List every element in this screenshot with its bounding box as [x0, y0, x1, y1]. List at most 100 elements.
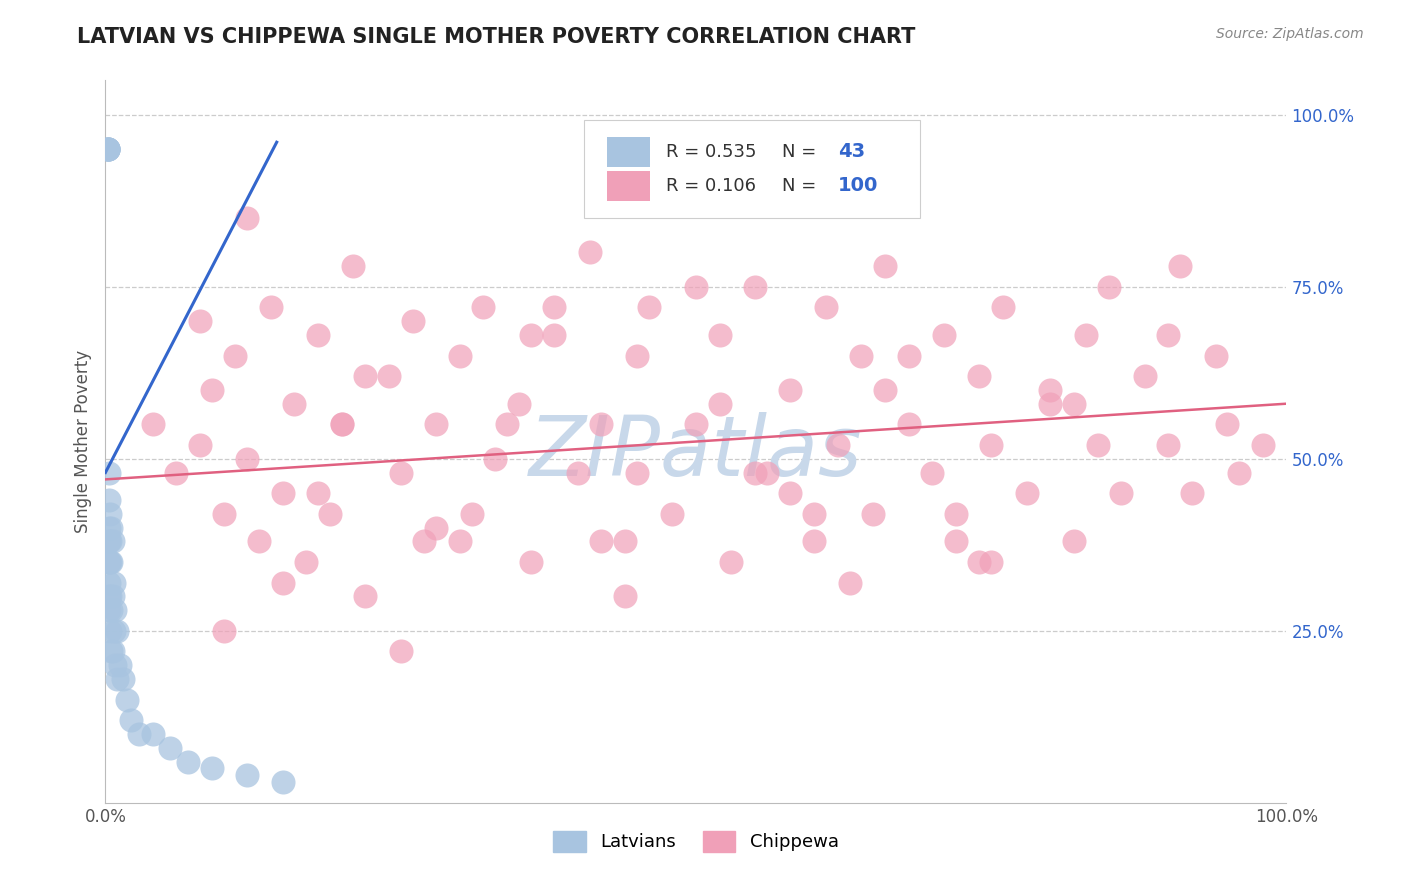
Point: [1181, 486, 1204, 500]
Point: [779, 486, 801, 500]
Point: [98, 534, 121, 549]
Point: [236, 211, 259, 225]
Point: [177, 755, 200, 769]
Point: [212, 624, 235, 638]
Point: [472, 301, 495, 315]
Point: [744, 279, 766, 293]
Point: [626, 466, 648, 480]
Point: [100, 555, 122, 569]
Point: [98, 590, 121, 604]
Point: [814, 301, 837, 315]
Point: [1015, 486, 1038, 500]
Point: [97, 142, 120, 156]
Point: [188, 314, 211, 328]
Point: [98, 466, 121, 480]
Point: [1063, 397, 1085, 411]
Point: [1039, 397, 1062, 411]
Point: [105, 672, 128, 686]
Point: [578, 245, 600, 260]
Point: [98, 603, 121, 617]
Point: [1039, 383, 1062, 397]
Point: [1074, 327, 1097, 342]
Point: [449, 534, 471, 549]
Point: [98, 520, 121, 534]
Point: [1063, 534, 1085, 549]
Point: [271, 775, 294, 789]
Point: [98, 575, 121, 590]
Point: [212, 507, 235, 521]
Point: [271, 575, 294, 590]
Point: [100, 603, 122, 617]
Point: [1098, 279, 1121, 293]
Point: [1216, 417, 1239, 432]
Point: [98, 555, 121, 569]
Point: [637, 301, 659, 315]
Point: [945, 507, 967, 521]
Point: [969, 369, 991, 384]
Point: [519, 327, 541, 342]
Point: [159, 740, 181, 755]
Point: [803, 507, 825, 521]
Point: [120, 713, 142, 727]
Point: [519, 555, 541, 569]
Point: [1227, 466, 1250, 480]
Text: R = 0.535: R = 0.535: [666, 143, 756, 161]
Point: [720, 555, 742, 569]
Text: Source: ZipAtlas.com: Source: ZipAtlas.com: [1216, 27, 1364, 41]
Point: [980, 555, 1002, 569]
Point: [236, 768, 259, 782]
Point: [980, 438, 1002, 452]
Point: [827, 438, 849, 452]
Point: [838, 575, 860, 590]
Point: [100, 644, 122, 658]
Point: [873, 259, 896, 273]
Text: 43: 43: [838, 143, 865, 161]
Point: [862, 507, 884, 521]
Point: [330, 417, 353, 432]
Point: [851, 349, 873, 363]
Point: [201, 761, 224, 775]
FancyBboxPatch shape: [583, 120, 921, 218]
Text: 100: 100: [838, 177, 879, 195]
Point: [98, 555, 121, 569]
Point: [614, 590, 637, 604]
Point: [709, 397, 731, 411]
Text: N =: N =: [782, 177, 817, 194]
Point: [921, 466, 943, 480]
Point: [897, 349, 920, 363]
Point: [779, 383, 801, 397]
Point: [1157, 438, 1180, 452]
Point: [104, 603, 127, 617]
Point: [543, 301, 565, 315]
Point: [614, 534, 637, 549]
Point: [98, 507, 121, 521]
Point: [307, 327, 329, 342]
Point: [685, 279, 707, 293]
Point: [98, 493, 121, 508]
Point: [188, 438, 211, 452]
Point: [484, 451, 506, 466]
Point: [295, 555, 318, 569]
Point: [425, 520, 447, 534]
Point: [101, 534, 124, 549]
Point: [1133, 369, 1156, 384]
Point: [626, 349, 648, 363]
Point: [685, 417, 707, 432]
Point: [271, 486, 294, 500]
Point: [1251, 438, 1274, 452]
Point: [969, 555, 991, 569]
Text: ZIPatlas: ZIPatlas: [529, 412, 863, 493]
Point: [342, 259, 364, 273]
Text: R = 0.106: R = 0.106: [666, 177, 756, 194]
Point: [97, 142, 120, 156]
Point: [105, 624, 128, 638]
Text: LATVIAN VS CHIPPEWA SINGLE MOTHER POVERTY CORRELATION CHART: LATVIAN VS CHIPPEWA SINGLE MOTHER POVERT…: [77, 27, 915, 46]
Point: [224, 349, 246, 363]
Point: [1205, 349, 1227, 363]
Point: [401, 314, 423, 328]
Point: [932, 327, 955, 342]
Point: [496, 417, 519, 432]
Point: [108, 658, 131, 673]
Point: [330, 417, 353, 432]
Point: [567, 466, 589, 480]
